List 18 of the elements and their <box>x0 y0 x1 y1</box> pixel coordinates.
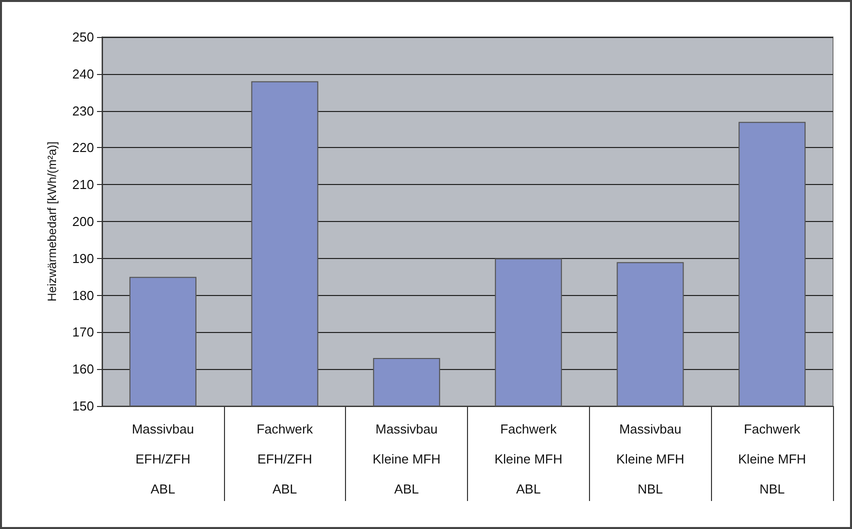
y-tick-label: 250 <box>72 30 94 44</box>
x-tick-label: Massivbau Kleine MFH ABL <box>372 422 441 496</box>
x-tick-label: Fachwerk EFH/ZFH ABL <box>256 422 314 496</box>
y-tick-label: 210 <box>72 177 94 192</box>
x-tick-label: Fachwerk Kleine MFH NBL <box>738 422 806 496</box>
y-tick-label: 150 <box>72 398 94 414</box>
y-tick-label: 230 <box>72 103 94 118</box>
y-tick-label: 170 <box>72 324 94 340</box>
x-tick-label: Massivbau EFH/ZFH ABL <box>132 422 194 496</box>
y-axis-title: Heizwärmebedarf [kWh/(m²a)] <box>45 141 59 302</box>
y-tick-label: 160 <box>72 362 94 377</box>
x-tick-label: Massivbau Kleine MFH NBL <box>616 422 684 496</box>
y-tick-label: 180 <box>72 288 94 303</box>
y-tick-label: 200 <box>72 214 94 229</box>
y-tick-label: 220 <box>72 140 94 156</box>
y-tick-label: 190 <box>72 250 94 266</box>
y-tick-label: 240 <box>72 66 94 82</box>
x-tick-label: Fachwerk Kleine MFH ABL <box>494 422 562 496</box>
